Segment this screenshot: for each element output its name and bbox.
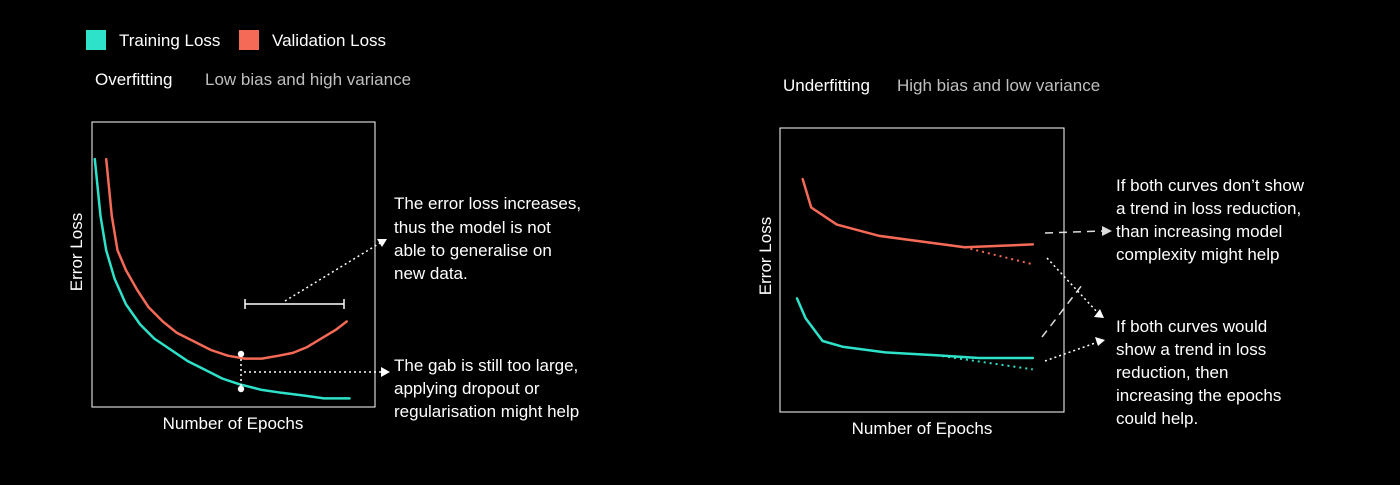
plot-frame-overfitting — [91, 121, 376, 408]
plot-area-overfitting — [93, 157, 351, 400]
annotation-line: thus the model is not — [394, 218, 551, 237]
arrow-complexity-up — [1041, 284, 1083, 338]
annotation-epochs: If both curves would show a trend in los… — [1116, 317, 1286, 428]
annotation-line: regularisation might help — [394, 402, 579, 421]
arrow-error-increase-head — [377, 239, 387, 247]
chart-title-underfitting: Underfitting — [783, 76, 870, 95]
arrow-epochs-up-head — [1095, 337, 1105, 346]
legend-swatch-training — [86, 30, 106, 50]
annotation-gap-large: The gab is still too large, applying dro… — [394, 356, 583, 421]
arrow-error-increase — [284, 242, 381, 302]
annotation-line: reduction, then — [1116, 363, 1228, 382]
plot-frame-underfitting — [779, 127, 1065, 413]
annotation-line: show a trend in loss — [1116, 340, 1266, 359]
x-axis-label-overfitting: Number of Epochs — [163, 414, 304, 433]
legend: Training Loss Validation Loss — [86, 30, 386, 50]
annotation-line: able to generalise on — [394, 241, 552, 260]
projection-line-training-loss — [936, 354, 1033, 371]
annotation-line: a trend in loss reduction, — [1116, 199, 1301, 218]
annotation-line: If both curves don’t show — [1116, 176, 1305, 195]
series-line-training-loss-underfitting — [795, 297, 1035, 360]
chart-title-overfitting: Overfitting — [95, 70, 172, 89]
arrow-complexity-head — [1102, 226, 1112, 236]
gap-marker-validation — [237, 350, 245, 358]
x-axis-label-underfitting: Number of Epochs — [852, 419, 993, 438]
y-axis-label-overfitting: Error Loss — [67, 213, 86, 291]
legend-label-training: Training Loss — [119, 31, 220, 50]
annotation-line: complexity might help — [1116, 245, 1279, 264]
plot-area-underfitting — [795, 177, 1035, 371]
arrow-gap-large-head — [381, 367, 390, 377]
gap-bracket — [244, 299, 345, 309]
series-line-training-loss-overfitting — [93, 157, 351, 400]
series-line-validation-loss-underfitting — [801, 177, 1035, 249]
annotation-line: The error loss increases, — [394, 194, 581, 213]
annotation-complexity: If both curves don’t show a trend in los… — [1116, 176, 1309, 264]
annotation-line: new data. — [394, 264, 468, 283]
annotation-line: The gab is still too large, — [394, 356, 578, 375]
chart-underfitting: Underfitting High bias and low variance … — [756, 76, 1309, 438]
arrow-complexity — [1044, 230, 1104, 234]
gap-marker-training — [237, 385, 245, 393]
annotation-line: applying dropout or — [394, 379, 540, 398]
series-line-validation-loss-overfitting — [104, 157, 348, 360]
y-axis-label-underfitting: Error Loss — [756, 217, 775, 295]
annotation-line: increasing the epochs — [1116, 386, 1281, 405]
annotation-line: could help. — [1116, 409, 1198, 428]
annotation-line: If both curves would — [1116, 317, 1267, 336]
annotation-line: than increasing model — [1116, 222, 1282, 241]
arrow-epochs-up — [1044, 341, 1099, 362]
projection-line-validation-loss — [964, 246, 1034, 266]
chart-subtitle-overfitting: Low bias and high variance — [205, 70, 411, 89]
legend-swatch-validation — [239, 30, 259, 50]
chart-subtitle-underfitting: High bias and low variance — [897, 76, 1100, 95]
chart-overfitting: Overfitting Low bias and high variance E… — [67, 70, 586, 433]
legend-label-validation: Validation Loss — [272, 31, 386, 50]
arrow-epochs-down-head — [1094, 309, 1104, 318]
annotation-error-increase: The error loss increases, thus the model… — [394, 194, 586, 283]
arrow-epochs-down — [1046, 257, 1099, 314]
